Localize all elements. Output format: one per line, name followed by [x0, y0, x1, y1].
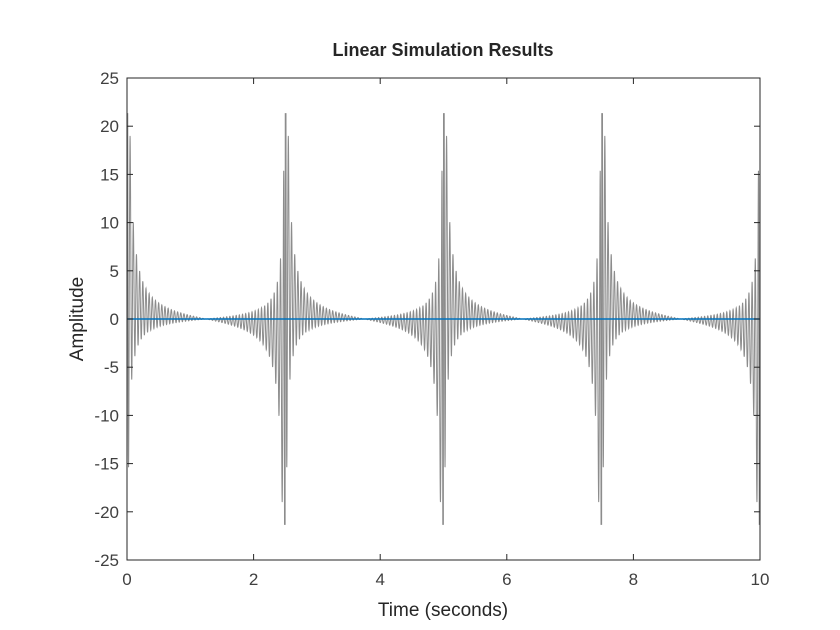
series-layer [127, 113, 760, 525]
y-tick-label: 15 [100, 165, 119, 184]
x-tick-label: 6 [502, 570, 511, 589]
y-axis-label: Amplitude [67, 277, 88, 362]
x-tick-label: 0 [122, 570, 131, 589]
y-tick-label: -25 [94, 551, 119, 570]
plot-frame [126, 77, 761, 561]
y-tick-label: 20 [100, 117, 119, 136]
y-tick-label: -10 [94, 406, 119, 425]
y-tick-label: 25 [100, 69, 119, 88]
x-tick-label: 8 [629, 570, 638, 589]
chart-title: Linear Simulation Results [332, 40, 553, 60]
x-axis-label: Time (seconds) [378, 600, 508, 621]
x-tick-label: 10 [751, 570, 770, 589]
y-tick-label: -5 [104, 358, 119, 377]
y-tick-label: 10 [100, 214, 119, 233]
x-tick-label: 4 [375, 570, 384, 589]
y-tick-label: 5 [110, 262, 119, 281]
ticks-layer: 0 2 4 6 8 10 -25 -20 -15 -10 -5 0 5 10 15 20 25 [94, 69, 769, 589]
y-tick-label: 0 [110, 310, 119, 329]
x-tick-label: 2 [249, 570, 258, 589]
y-tick-label: -20 [94, 503, 119, 522]
y-tick-label: -15 [94, 455, 119, 474]
